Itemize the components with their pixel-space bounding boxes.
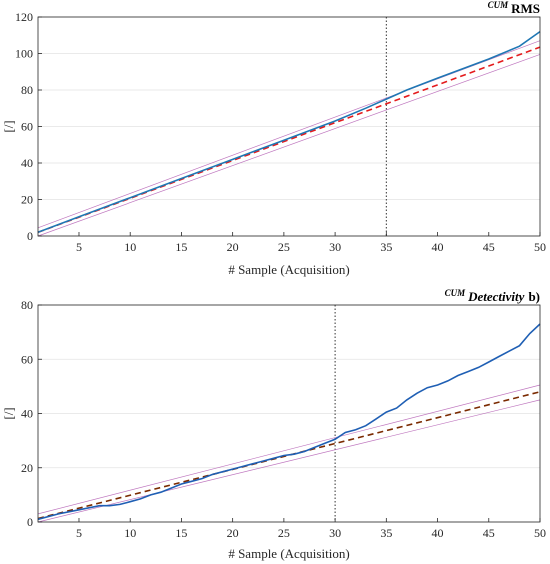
chart-title-suffix: b) bbox=[528, 289, 540, 304]
y-tick-label: 80 bbox=[21, 298, 33, 312]
x-tick-label: 40 bbox=[432, 240, 444, 254]
chart-panel-rms: 5 10 15 20 25 30 35 40 45 50 0 20 40 60 80 100 120 # Samp… bbox=[1, 0, 546, 277]
y-tick-label: 100 bbox=[15, 47, 33, 61]
x-tick-label: 35 bbox=[380, 526, 392, 540]
chart-title-superscript: CUM bbox=[445, 288, 467, 298]
chart-panel-detectivity: 5 10 15 20 25 30 35 40 45 50 0 20 40 60 80 # Sample (Ac… bbox=[1, 288, 546, 561]
series-line-measured bbox=[37, 323, 541, 521]
y-axis-label: [/] bbox=[1, 120, 16, 132]
y-tick-label: 60 bbox=[21, 120, 33, 134]
chart-title: CUM RMS bbox=[488, 0, 540, 16]
y-tick-label: 0 bbox=[27, 515, 33, 529]
series-line-upper-bound bbox=[37, 384, 541, 515]
y-tick-label: 20 bbox=[21, 193, 33, 207]
chart-title-main: RMS bbox=[511, 1, 540, 16]
x-tick-label: 50 bbox=[534, 526, 546, 540]
x-tick-label: 20 bbox=[227, 240, 239, 254]
x-tick-label: 30 bbox=[329, 526, 341, 540]
series-line-measured bbox=[37, 30, 541, 234]
series-line-trend bbox=[37, 46, 541, 234]
x-tick-label: 15 bbox=[175, 240, 187, 254]
x-tick-label: 5 bbox=[76, 240, 82, 254]
x-tick-label: 45 bbox=[483, 240, 495, 254]
y-tick-label: 40 bbox=[21, 407, 33, 421]
y-tick-label: 40 bbox=[21, 156, 33, 170]
x-tick-label: 30 bbox=[329, 240, 341, 254]
y-tick-label: 80 bbox=[21, 83, 33, 97]
x-tick-label: 5 bbox=[76, 526, 82, 540]
x-tick-label: 45 bbox=[483, 526, 495, 540]
y-tick-label: 60 bbox=[21, 352, 33, 366]
series-line-lower-bound bbox=[37, 399, 541, 523]
series-line-lower-bound bbox=[37, 54, 541, 237]
series-line-trend bbox=[37, 391, 541, 520]
y-tick-label: 20 bbox=[21, 461, 33, 475]
y-tick-label: 120 bbox=[15, 10, 33, 24]
x-tick-label: 35 bbox=[380, 240, 392, 254]
x-tick-label: 25 bbox=[278, 240, 290, 254]
x-tick-label: 15 bbox=[175, 526, 187, 540]
x-tick-label: 50 bbox=[534, 240, 546, 254]
y-axis-label: [/] bbox=[1, 407, 16, 419]
x-tick-label: 20 bbox=[227, 526, 239, 540]
x-tick-label: 10 bbox=[124, 526, 136, 540]
x-axis-label: # Sample (Acquisition) bbox=[228, 546, 349, 561]
x-axis-label: # Sample (Acquisition) bbox=[228, 262, 349, 277]
x-tick-label: 10 bbox=[124, 240, 136, 254]
x-tick-label: 25 bbox=[278, 526, 290, 540]
chart-title-main: Detectivity bbox=[467, 289, 525, 304]
chart-title-superscript: CUM bbox=[488, 0, 510, 10]
x-tick-label: 40 bbox=[432, 526, 444, 540]
y-tick-label: 0 bbox=[27, 229, 33, 243]
chart-title: CUM Detectivity b) bbox=[445, 288, 540, 304]
